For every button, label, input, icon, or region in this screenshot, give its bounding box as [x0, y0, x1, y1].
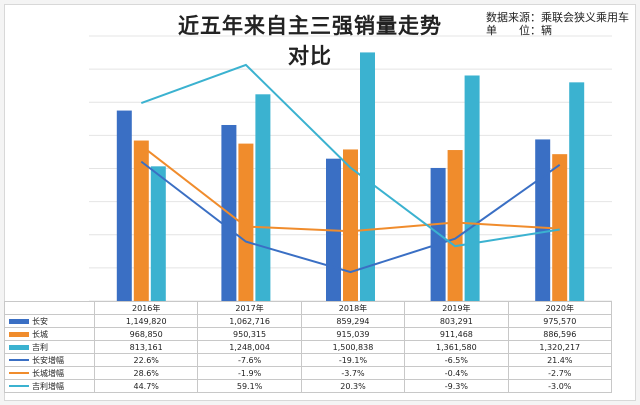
data-cell: -3.7%	[300, 366, 406, 380]
data-cell: 886,596	[507, 327, 613, 341]
data-cell: -3.0%	[507, 379, 613, 393]
legend-swatch	[9, 385, 29, 387]
data-cell: 1,500,838	[300, 340, 406, 354]
data-cell: 22.6%	[93, 353, 199, 367]
legend-swatch	[9, 359, 29, 361]
bar-吉利-2017年	[255, 94, 271, 301]
legend-swatch	[9, 372, 29, 374]
data-cell: 911,468	[404, 327, 509, 341]
data-cell: -9.3%	[404, 379, 509, 393]
series-name: 长安增幅	[32, 355, 64, 365]
bar-长安-2020年	[535, 139, 551, 301]
series-label: 吉利增幅	[4, 379, 95, 393]
unit-line: 单 位：辆	[486, 24, 552, 37]
bar-吉利-2020年	[569, 82, 585, 302]
category-label: 2016年	[93, 301, 199, 315]
series-name: 长城增幅	[32, 368, 64, 378]
table-row: 长安增幅 22.6% -7.6% -19.1% -6.5% 21.4%	[4, 353, 613, 367]
category-label: 2017年	[197, 301, 302, 315]
series-label: 长城增幅	[4, 366, 95, 380]
series-label: 长安增幅	[4, 353, 95, 367]
bar-长城-2018年	[343, 149, 358, 301]
bar-长城-2020年	[552, 154, 568, 301]
data-cell: -1.9%	[197, 366, 302, 380]
bar-吉利-2018年	[360, 52, 375, 301]
category-label: 2019年	[404, 301, 509, 315]
data-cell: 859,294	[300, 314, 406, 328]
series-name: 长城	[32, 329, 48, 339]
data-cell: 1,361,580	[404, 340, 509, 354]
data-cell: 1,149,820	[93, 314, 199, 328]
series-name: 吉利增幅	[32, 381, 64, 391]
legend-swatch	[9, 331, 29, 337]
chart-title: 近五年来自主三强销量走势对比	[178, 14, 442, 68]
series-label: 吉利	[4, 340, 95, 354]
data-cell: 21.4%	[507, 353, 613, 367]
data-cell: 20.3%	[300, 379, 406, 393]
data-cell: 59.1%	[197, 379, 302, 393]
data-cell: 813,161	[93, 340, 199, 354]
data-cell: 803,291	[404, 314, 509, 328]
category-label: 2020年	[507, 301, 613, 315]
series-label: 长城	[4, 327, 95, 341]
table-row: 吉利增幅 44.7% 59.1% 20.3% -9.3% -3.0%	[4, 379, 613, 393]
line-长安增幅	[140, 160, 561, 274]
data-cell: 44.7%	[93, 379, 199, 393]
series-name: 吉利	[32, 342, 48, 352]
table-row: 长城增幅 28.6% -1.9% -3.7% -0.4% -2.7%	[4, 366, 613, 380]
data-cell: 1,062,716	[197, 314, 302, 328]
data-cell: 968,850	[93, 327, 199, 341]
category-label: 2018年	[300, 301, 406, 315]
data-cell: -6.5%	[404, 353, 509, 367]
data-cell: -0.4%	[404, 366, 509, 380]
bar-长城-2016年	[133, 140, 149, 301]
line-长城增幅	[140, 144, 560, 233]
series-name: 长安	[32, 316, 48, 326]
table-corner	[4, 301, 95, 315]
source-note: 数据来源：乘联会狭义乘用车 单 位：辆	[486, 11, 629, 37]
data-cell: 28.6%	[93, 366, 199, 380]
data-table: 2016年 2017年 2018年 2019年 2020年 长安 1,149,820 1,06…	[4, 301, 613, 393]
series-label: 长安	[4, 314, 95, 328]
bar-吉利-2019年	[464, 75, 480, 301]
data-cell: -19.1%	[300, 353, 406, 367]
bar-长安-2016年	[116, 110, 132, 301]
data-cell: 975,570	[507, 314, 613, 328]
bar-长城-2017年	[238, 143, 254, 301]
data-cell: 915,039	[300, 327, 406, 341]
legend-swatch	[9, 344, 29, 350]
bar-吉利-2016年	[150, 166, 166, 301]
table-row: 长城 968,850 950,315 915,039 911,468 886,596	[4, 327, 613, 341]
table-header-row: 2016年 2017年 2018年 2019年 2020年	[4, 301, 613, 315]
legend-swatch	[9, 318, 29, 324]
bar-长城-2019年	[447, 150, 463, 301]
data-cell: 950,315	[197, 327, 302, 341]
data-cell: -7.6%	[197, 353, 302, 367]
table-row: 长安 1,149,820 1,062,716 859,294 803,291 975,57…	[4, 314, 613, 328]
data-cell: -2.7%	[507, 366, 613, 380]
source-line: 数据来源：乘联会狭义乘用车	[486, 11, 629, 24]
line-吉利增幅	[140, 63, 560, 248]
table-row: 吉利 813,161 1,248,004 1,500,838 1,361,580 1,32…	[4, 340, 613, 354]
data-cell: 1,248,004	[197, 340, 302, 354]
data-cell: 1,320,217	[507, 340, 613, 354]
